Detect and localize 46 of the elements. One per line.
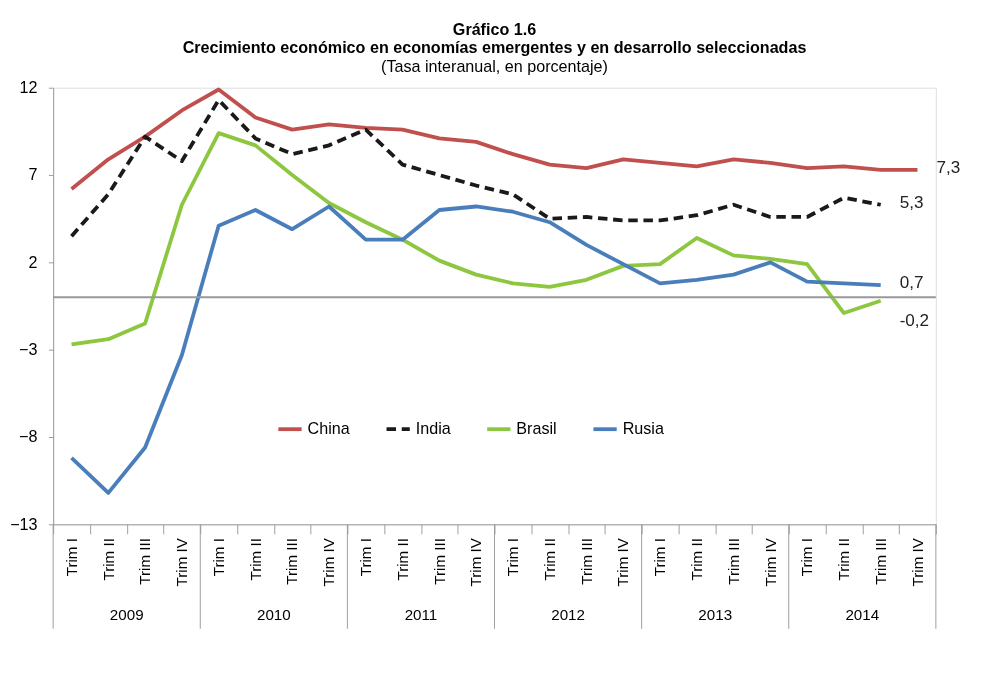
legend-label: India xyxy=(415,418,451,437)
legend-label: China xyxy=(307,418,350,437)
x-tick-label: Trim I xyxy=(504,538,522,577)
x-tick-label: Trim III xyxy=(871,538,889,585)
x-tick-label: Trim IV xyxy=(761,537,779,587)
x-tick-label: Trim II xyxy=(99,538,117,581)
x-tick-label: Trim II xyxy=(688,538,706,581)
y-tick-label: −8 xyxy=(19,427,38,446)
text: 2009 xyxy=(109,606,144,624)
chart-title: Gráfico 1.6 Crecimiento económico en economías emergentes y en desarrollo seleccionadas xyxy=(182,19,807,56)
x-tick-label: Trim III xyxy=(136,538,154,585)
y-tick-label: 7 xyxy=(28,165,38,184)
data-label: 5,3 xyxy=(899,192,924,212)
legend-label: Brasil xyxy=(516,418,557,437)
x-tick-label: Trim IV xyxy=(908,537,926,587)
chart-subtitle: (Tasa interanual, en porcentaje) xyxy=(381,56,608,75)
x-tick-label: Trim II xyxy=(246,538,264,581)
text: 2010 xyxy=(256,606,291,624)
x-tick-label: Trim I xyxy=(62,538,80,577)
data-label: -0,2 xyxy=(899,311,930,331)
text: 2013 xyxy=(698,606,733,624)
x-tick-label: Trim III xyxy=(283,538,301,585)
x-tick-label: Trim II xyxy=(393,538,411,581)
y-tick-label: 12 xyxy=(19,77,38,96)
x-tick-label: Trim II xyxy=(540,538,558,581)
y-tick-label: −3 xyxy=(19,339,38,358)
x-tick-label: Trim III xyxy=(577,538,595,585)
x-tick-label: Trim IV xyxy=(467,537,485,587)
text: 2012 xyxy=(551,606,585,624)
data-label: 7,3 xyxy=(936,157,961,177)
x-tick-label: Trim I xyxy=(651,538,669,577)
x-tick-label: Trim I xyxy=(357,538,374,577)
legend-label: Rusia xyxy=(622,418,664,437)
x-tick-label: Trim I xyxy=(798,538,816,577)
x-tick-label: Trim IV xyxy=(320,537,338,587)
x-tick-label: Trim III xyxy=(430,538,448,585)
y-tick-label: 2 xyxy=(28,252,38,271)
x-tick-label: Trim III xyxy=(724,538,742,585)
x-tick-label: Trim IV xyxy=(614,537,632,587)
x-tick-label: Trim IV xyxy=(173,537,191,587)
y-tick-label: −13 xyxy=(10,514,38,533)
data-label: 0,7 xyxy=(899,272,924,292)
x-tick-label: Trim II xyxy=(835,538,853,581)
x-tick-label: Trim I xyxy=(209,538,227,577)
text: 2011 xyxy=(404,606,438,624)
text: 2014 xyxy=(845,606,880,624)
